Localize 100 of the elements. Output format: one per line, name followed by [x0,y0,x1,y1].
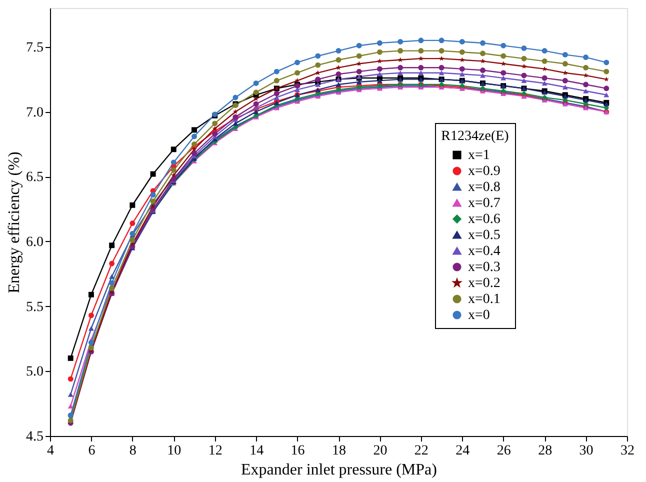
point [192,134,197,140]
point [459,49,465,55]
x-tick-label: 4 [47,444,54,458]
point [377,58,382,64]
point [88,292,94,298]
point [418,48,424,54]
point [583,88,589,94]
x-tick-label: 16 [290,444,305,458]
point [521,45,527,51]
point [253,101,259,107]
point [68,355,74,361]
point [315,76,321,82]
legend-label: x=0 [468,308,490,323]
point [542,58,548,64]
y-tick-label: 6.5 [26,170,44,186]
point [274,78,280,84]
y-tick-label: 4.5 [26,430,44,444]
point [109,242,115,248]
point [376,78,382,83]
x-tick-label: 26 [496,444,511,458]
point [171,172,176,178]
point [192,150,197,156]
point [170,160,176,166]
x-tick-label: 20 [373,444,388,458]
point [418,56,424,61]
point [336,82,342,87]
point [294,70,300,76]
x-tick-label: 28 [538,444,552,458]
point [150,171,156,177]
point [480,73,486,78]
point [438,38,444,44]
point [274,68,280,74]
point [542,80,548,86]
point [253,96,259,102]
point [542,48,548,54]
point [500,42,506,48]
point [460,57,465,62]
point [500,70,506,76]
point [604,92,610,98]
point [398,64,404,70]
point [438,48,444,54]
point [109,280,115,286]
y-tick-label: 7.0 [26,105,44,120]
point [583,72,588,78]
point [192,127,197,133]
point [583,82,589,88]
point [500,61,506,66]
point [253,80,259,86]
point [604,86,610,92]
point [459,72,465,77]
point [68,392,74,397]
point [170,146,176,152]
point [150,204,156,209]
y-tick-label: 6.0 [26,234,44,250]
x-tick-label: 14 [250,444,264,458]
point [376,40,382,46]
point [274,90,280,96]
point [521,56,527,62]
point [68,376,74,382]
y-axis-title: Energy efficiency (%) [6,152,23,294]
point [212,126,218,131]
point [232,94,238,100]
legend-label: x=0.6 [468,212,500,227]
point [583,64,589,70]
point [315,53,321,59]
x-tick-label: 8 [129,444,136,458]
point [232,109,238,114]
x-tick-label: 32 [620,444,634,458]
point [356,68,362,74]
point [130,202,136,208]
point [68,404,74,409]
point [232,121,238,126]
point [562,61,568,67]
legend-label: x=1 [468,148,490,163]
point [356,61,362,66]
point [150,192,156,198]
point [398,48,404,54]
point [438,64,444,70]
legend-label: x=0.2 [468,276,500,291]
point [192,146,197,152]
x-tick-label: 12 [208,444,222,458]
point [459,66,465,72]
legend-label: x=0.9 [468,164,500,179]
point [418,70,424,76]
point [376,49,382,55]
point [212,120,218,126]
point [170,167,176,173]
x-tick-label: 24 [456,444,470,458]
point [438,56,444,61]
point [562,78,568,84]
x-tick-label: 6 [88,444,96,458]
point [459,38,465,44]
point [418,38,424,44]
point [315,82,321,87]
y-tick-label: 5.0 [26,364,44,380]
x-axis-title: Expander inlet pressure (MPa) [241,462,437,478]
point [500,53,506,59]
point [88,340,94,346]
point [418,64,424,70]
point [398,38,404,44]
